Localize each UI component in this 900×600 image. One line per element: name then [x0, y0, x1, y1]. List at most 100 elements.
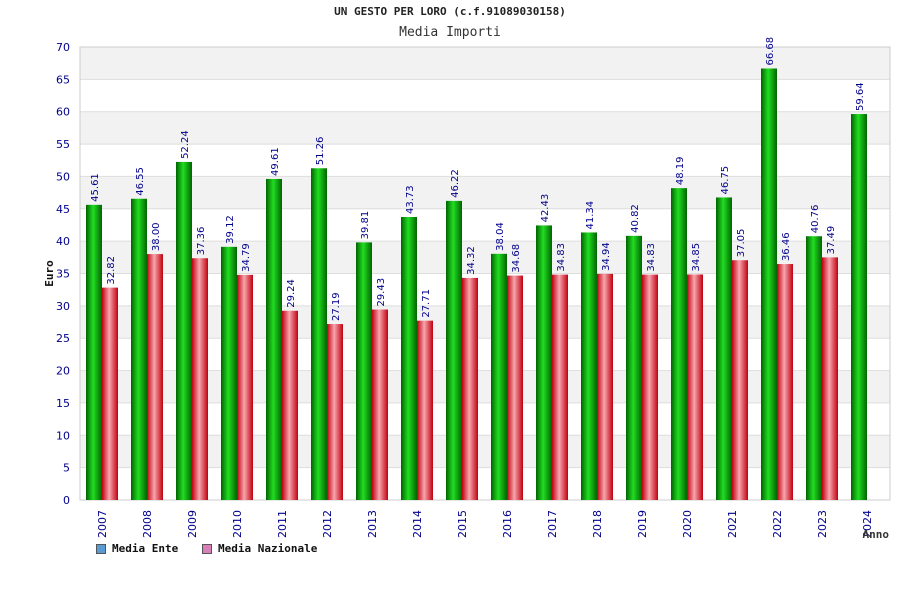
chart-title: UN GESTO PER LORO (c.f.91089030158) [334, 5, 566, 18]
x-tick-label: 2023 [816, 510, 829, 538]
plot-frame [79, 46, 891, 501]
y-tick-label: 5 [63, 462, 70, 475]
y-tick-label: 45 [56, 203, 70, 216]
bar-media-nazionale [552, 274, 568, 500]
legend-item-ente: Media Ente [96, 542, 178, 555]
x-axis-title: Anno [863, 528, 890, 541]
data-label-media-nazionale: 34.94 [601, 242, 612, 271]
bar-media-ente [491, 253, 507, 500]
data-label-media-ente: 39.12 [225, 215, 236, 244]
bar-media-nazionale [687, 274, 703, 500]
y-tick-label: 20 [56, 365, 70, 378]
data-label-media-ente: 48.19 [675, 157, 686, 186]
grid-band [80, 111, 890, 145]
bar-media-nazionale [192, 258, 208, 500]
bar-media-ente [536, 225, 552, 500]
bar-media-ente [761, 68, 777, 501]
data-label-media-nazionale: 37.05 [736, 229, 747, 258]
bar-media-ente [131, 198, 147, 500]
data-label-media-ente: 46.75 [720, 166, 731, 195]
y-tick-label: 55 [56, 138, 70, 151]
data-label-media-ente: 39.81 [360, 211, 371, 240]
legend-label-ente: Media Ente [112, 542, 179, 555]
y-tick-label: 35 [56, 268, 70, 281]
y-tick-label: 50 [56, 170, 70, 183]
data-label-media-nazionale: 34.83 [646, 243, 657, 272]
data-label-media-nazionale: 27.19 [331, 292, 342, 321]
data-label-media-nazionale: 27.71 [421, 289, 432, 318]
data-label-media-nazionale: 34.79 [241, 243, 252, 272]
x-tick-label: 2010 [231, 510, 244, 538]
bar-media-nazionale [237, 274, 253, 500]
bar-media-ente [356, 242, 372, 500]
data-label-media-ente: 45.61 [90, 173, 101, 202]
legend-item-nazionale: Media Nazionale [202, 542, 317, 555]
bar-media-ente [311, 168, 327, 500]
legend-swatch-ente [96, 543, 106, 554]
x-tick-label: 2012 [321, 510, 334, 538]
bar-media-ente [266, 178, 282, 500]
bar-media-ente [851, 114, 867, 500]
bar-media-nazionale [642, 274, 658, 500]
grid-band [80, 47, 890, 80]
bar-media-nazionale [147, 254, 163, 500]
data-label-media-nazionale: 36.46 [781, 232, 792, 261]
bar-media-ente [176, 161, 192, 501]
bar-media-nazionale [597, 273, 613, 500]
grid-band [80, 370, 890, 403]
x-tick-label: 2009 [186, 510, 199, 538]
y-axis: 0 5 10 15 20 25 30 35 40 45 50 55 60 65 70 Euro [43, 41, 70, 507]
bar-media-ente [86, 204, 102, 501]
grid-band [80, 305, 890, 339]
bar-media-ente [221, 246, 237, 500]
x-tick-label: 2018 [591, 510, 604, 538]
bar-media-ente [671, 188, 687, 501]
y-tick-label: 65 [56, 73, 70, 86]
bar-media-nazionale [507, 275, 523, 500]
x-tick-label: 2017 [546, 510, 559, 538]
bar-media-nazionale [102, 287, 118, 500]
bar-media-ente [806, 236, 822, 500]
x-tick-label: 2013 [366, 510, 379, 538]
data-label-media-nazionale: 37.49 [826, 226, 837, 255]
data-label-media-nazionale: 34.68 [511, 244, 522, 273]
bar-media-nazionale [732, 260, 748, 500]
data-label-media-ente: 43.73 [405, 185, 416, 214]
data-label-media-nazionale: 38.00 [151, 222, 162, 251]
legend-swatch-nazionale [202, 543, 212, 554]
bar-media-ente [626, 235, 642, 500]
data-label-media-nazionale: 29.24 [286, 279, 297, 308]
x-tick-label: 2007 [96, 510, 109, 538]
y-tick-label: 60 [56, 106, 70, 119]
bar-media-nazionale [372, 309, 388, 500]
chart-subtitle: Media Importi [399, 25, 501, 40]
x-tick-label: 2019 [636, 510, 649, 538]
legend-label-nazionale: Media Nazionale [218, 542, 318, 555]
bar-media-nazionale [327, 324, 343, 500]
x-tick-label: 2011 [276, 510, 289, 538]
data-label-media-ente: 46.55 [135, 167, 146, 196]
x-tick-label: 2022 [771, 510, 784, 538]
data-label-media-ente: 49.61 [270, 147, 281, 176]
bar-media-ente [716, 197, 732, 501]
bar-media-ente [446, 200, 462, 500]
x-tick-label: 2016 [501, 510, 514, 538]
data-label-media-nazionale: 34.32 [466, 246, 477, 275]
y-tick-label: 30 [56, 300, 70, 313]
data-label-media-nazionale: 37.36 [196, 227, 207, 256]
data-label-media-nazionale: 34.83 [556, 243, 567, 272]
y-tick-label: 10 [56, 429, 70, 442]
bar-media-nazionale [282, 310, 298, 500]
y-tick-label: 0 [63, 494, 70, 507]
x-tick-label: 2020 [681, 510, 694, 538]
data-label-media-ente: 52.24 [180, 130, 191, 159]
bar-media-ente [581, 232, 597, 501]
data-label-media-ente: 59.64 [855, 82, 866, 111]
y-tick-label: 40 [56, 235, 70, 248]
data-label-media-nazionale: 29.43 [376, 278, 387, 307]
x-tick-label: 2024 [861, 510, 874, 538]
data-label-media-ente: 42.43 [540, 194, 551, 223]
data-label-media-ente: 38.04 [495, 222, 506, 251]
y-axis-title: Euro [43, 260, 56, 287]
x-tick-label: 2014 [411, 510, 424, 538]
